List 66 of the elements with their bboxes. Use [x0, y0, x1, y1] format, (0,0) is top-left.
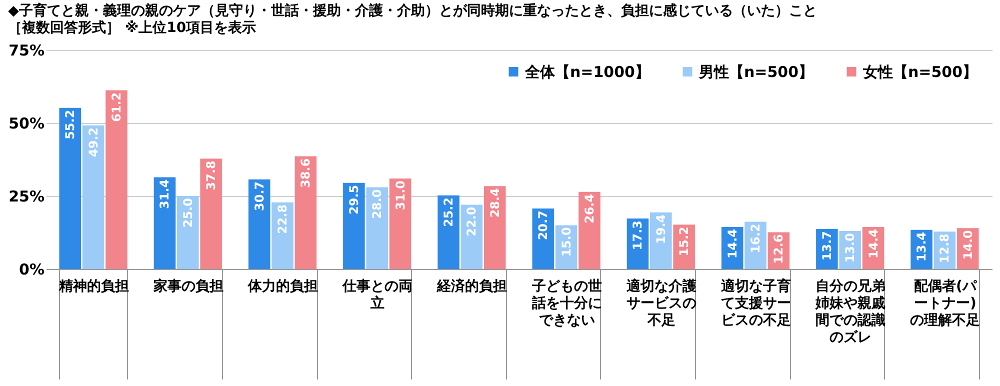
bar: [650, 212, 672, 269]
y-tick-label: 25%: [8, 188, 44, 206]
y-tick-label: 75%: [8, 42, 44, 60]
data-label: 15.0: [559, 227, 574, 257]
data-label: 14.4: [866, 228, 880, 259]
bar: [106, 90, 128, 269]
bar: [82, 125, 104, 269]
data-label: 12.8: [938, 234, 952, 264]
bar: [154, 177, 176, 269]
x-tick-label: 精神的負担: [58, 278, 129, 294]
chart-title: ◆子育てと親・義理の親のケア（見守り・世話・援助・介護・介助）とが同時期に重なったとき、負担に感じている（いた）こと: [8, 2, 817, 19]
data-label: 29.5: [346, 184, 361, 214]
y-tick-label: 0%: [19, 260, 44, 278]
bar: [294, 156, 317, 269]
bar: [177, 196, 199, 269]
x-tick-label: 適切な子育て支援サービスの不足: [720, 278, 791, 328]
data-label: 20.7: [536, 210, 550, 240]
data-label: 15.2: [677, 226, 692, 256]
bar: [438, 195, 460, 269]
data-label: 28.0: [370, 189, 384, 219]
data-label: 38.6: [298, 158, 313, 188]
chart-subtitle: ［複数回答形式］ ※上位10項目を表示: [8, 19, 256, 36]
data-label: 17.3: [630, 220, 645, 250]
data-label: 12.6: [772, 234, 786, 264]
bar: [578, 192, 600, 269]
legend-label: 男性【n=500】: [698, 62, 814, 81]
data-label: 25.0: [180, 198, 195, 228]
x-tick-label: 配偶者(パートナー)の理解不足: [910, 278, 980, 328]
legend-label: 女性【n=500】: [862, 62, 978, 81]
x-tick-label: 適切な介護サービスの不足: [625, 278, 696, 328]
data-label: 14.0: [960, 230, 975, 260]
data-label: 37.8: [204, 160, 218, 190]
data-label: 13.7: [820, 230, 834, 261]
data-label: 49.2: [86, 127, 100, 157]
data-label: 14.4: [725, 228, 740, 259]
bar: [272, 202, 294, 269]
data-label: 19.4: [654, 214, 668, 244]
x-tick-label: 自分の兄弟姉妹や親戚間での認識のズレ: [814, 278, 886, 346]
data-label: 13.4: [914, 232, 929, 262]
data-label: 13.0: [843, 233, 858, 263]
data-label: 28.4: [488, 188, 502, 218]
x-tick-label: 家事の負担: [152, 278, 224, 294]
data-label: 31.0: [393, 180, 408, 210]
data-label: 22.0: [464, 206, 479, 236]
data-label: 25.2: [442, 197, 456, 228]
bar: [366, 187, 388, 269]
bar: [484, 186, 506, 269]
bar: [343, 182, 365, 269]
x-tick-label: 仕事との両立: [342, 278, 413, 312]
legend-label: 全体【n=1000】: [524, 62, 650, 81]
data-label: 26.4: [582, 194, 596, 224]
bar: [59, 108, 82, 269]
data-label: 22.8: [276, 204, 290, 234]
x-tick-label: 体力的負担: [247, 278, 318, 294]
data-label: 61.2: [109, 92, 124, 122]
y-tick-label: 50%: [8, 114, 44, 132]
bar: [200, 158, 222, 269]
bar: [389, 178, 412, 269]
data-label: 30.7: [252, 181, 266, 211]
bar: [532, 208, 554, 269]
bar: [248, 179, 270, 269]
data-label: 55.2: [63, 110, 78, 140]
data-label: 31.4: [158, 179, 172, 209]
data-label: 16.2: [748, 224, 762, 254]
x-tick-label: 子どもの世話を十分にできない: [530, 278, 602, 328]
x-tick-label: 経済的負担: [436, 278, 508, 294]
